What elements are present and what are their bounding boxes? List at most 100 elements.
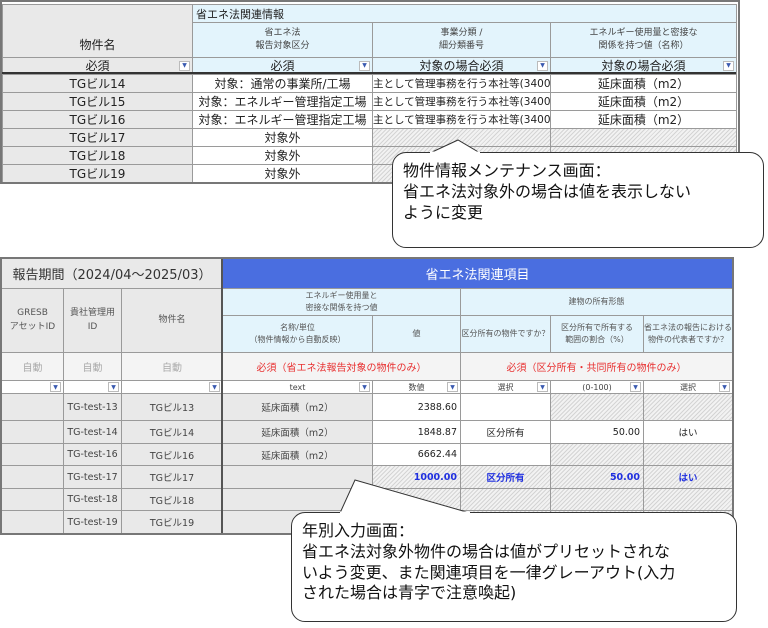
ownership-select[interactable] <box>460 393 551 421</box>
header-c3-text: 区分所有の物件ですか？ <box>461 329 550 338</box>
property-name: TGビル19 <box>121 510 223 534</box>
filter-c2[interactable]: 対象の場合必須 ▼ <box>372 57 551 74</box>
representative-select[interactable]: はい <box>643 420 733 444</box>
header-mgmt-id-text: 貴社管理用 ID <box>69 308 115 332</box>
mgmt-id-text: TG-test-16 <box>67 449 118 460</box>
report-category[interactable]: 対象：通常の事業所/工場 <box>192 74 373 93</box>
ownership-select[interactable] <box>460 443 551 466</box>
filter-dropdown-icon[interactable]: ▼ <box>537 382 548 392</box>
energy-value-input[interactable]: 1848.87 <box>372 420 461 444</box>
gresb-id <box>1 393 64 421</box>
energy-value-input-text: 1000.00 <box>413 471 457 483</box>
ownership-ratio-input[interactable] <box>550 443 644 466</box>
gresb-id <box>1 443 64 466</box>
report-category[interactable]: 対象：エネルギー管理指定工場 <box>192 92 373 111</box>
filter-cell[interactable]: text ▼ <box>222 380 373 394</box>
header-c2: 事業分類 / 細分類番号 <box>372 22 551 58</box>
filter-dropdown-icon[interactable]: ▼ <box>359 60 370 71</box>
mgmt-id: TG-test-17 <box>63 465 122 489</box>
report-category[interactable]: 対象外 <box>192 146 373 165</box>
filter-c1[interactable]: 必須 ▼ <box>192 57 373 74</box>
filter-cell[interactable]: ▼ <box>1 380 64 394</box>
mgmt-id: TG-test-13 <box>63 393 122 421</box>
filter-name-text: 必須 <box>85 59 110 73</box>
filter-dropdown-icon[interactable]: ▼ <box>209 382 220 392</box>
property-name-text: TGビル17 <box>69 131 126 145</box>
filter-cell-text: 数値 <box>408 382 425 392</box>
filter-cell[interactable]: (0-100) ▼ <box>550 380 644 394</box>
energy-value-input[interactable] <box>372 488 461 511</box>
ownership-ratio-input[interactable]: 50.00 <box>550 420 644 444</box>
property-name-text: TGビル13 <box>149 403 195 414</box>
energy-name-unit-text: 延床面積（m2） <box>261 450 334 462</box>
filter-cell-text: (0-100) <box>582 382 612 392</box>
representative-select[interactable] <box>643 393 733 421</box>
business-class <box>372 128 551 147</box>
filter-cell[interactable]: 数値 ▼ <box>372 380 461 394</box>
property-name: TGビル18 <box>121 488 223 511</box>
representative-select[interactable]: はい <box>643 465 733 489</box>
representative-select[interactable] <box>643 488 733 511</box>
filter-cell[interactable]: ▼ <box>121 380 223 394</box>
property-name: TGビル17 <box>121 465 223 489</box>
filter-cell-text: 選択 <box>680 382 696 392</box>
filter-dropdown-icon[interactable]: ▼ <box>719 382 730 392</box>
filter-dropdown-icon[interactable]: ▼ <box>447 382 458 392</box>
filter-c3[interactable]: 対象の場合必須 ▼ <box>550 57 737 74</box>
filter-dropdown-icon[interactable]: ▼ <box>50 382 61 392</box>
representative-select[interactable] <box>643 443 733 466</box>
filter-cell[interactable]: 選択 ▼ <box>460 380 551 394</box>
filter-dropdown-icon[interactable]: ▼ <box>359 382 370 392</box>
mgmt-id: TG-test-19 <box>63 510 122 534</box>
report-category-text: 対象：通常の事業所/工場 <box>214 77 351 91</box>
filter-dropdown-icon[interactable]: ▼ <box>108 382 119 392</box>
ownership-ratio-input[interactable] <box>550 393 644 421</box>
energy-name-unit <box>222 465 373 489</box>
energy-value-input[interactable]: 1000.00 <box>372 465 461 489</box>
property-name-text: TGビル16 <box>149 450 195 462</box>
report-category[interactable]: 対象外 <box>192 164 373 183</box>
business-class[interactable]: 主として管理事務を行う本社等(3400) <box>372 92 551 111</box>
filter-c1-text: 必須 <box>270 59 295 73</box>
header-c2-text: 事業分類 / 細分類番号 <box>438 27 484 52</box>
ownership-ratio-input[interactable] <box>550 488 644 511</box>
required-note-ownership: 必須（区分所有・共同所有の物件のみ） <box>460 352 733 381</box>
energy-name-unit <box>222 488 373 511</box>
ownership-select[interactable]: 区分所有 <box>460 465 551 489</box>
energy-value-name[interactable]: 延床面積（m2） <box>550 92 737 111</box>
header-c5: 省エネ法の報告における 物件の代表者ですか？ <box>643 315 733 353</box>
filter-cell[interactable]: ▼ <box>63 380 122 394</box>
filter-cell[interactable]: 選択 ▼ <box>643 380 733 394</box>
report-category[interactable]: 対象：エネルギー管理指定工場 <box>192 110 373 129</box>
energy-value-name[interactable]: 延床面積（m2） <box>550 74 737 93</box>
energy-value-name[interactable]: 延床面積（m2） <box>550 110 737 129</box>
filter-dropdown-icon[interactable]: ▼ <box>630 382 641 392</box>
ownership-select-text: 区分所有 <box>486 473 525 484</box>
header-c4: 区分所有で所有する 範囲の割合（%） <box>550 315 644 353</box>
header-c5-text: 省エネ法の報告における 物件の代表者ですか？ <box>644 323 732 344</box>
property-name: TGビル14 <box>2 74 193 93</box>
property-name: TGビル19 <box>2 164 193 183</box>
report-category-text: 対象外 <box>264 167 301 181</box>
property-name-text: TGビル16 <box>69 113 126 127</box>
report-category-text: 対象：エネルギー管理指定工場 <box>198 95 367 109</box>
business-class[interactable]: 主として管理事務を行う本社等(3400) <box>372 110 551 129</box>
energy-value-input[interactable]: 2388.60 <box>372 393 461 421</box>
energy-value-input[interactable]: 6662.44 <box>372 443 461 466</box>
header-c1: 名称/単位 （物件情報から自動反映） <box>222 315 373 353</box>
filter-dropdown-icon[interactable]: ▼ <box>723 60 734 71</box>
filter-dropdown-icon[interactable]: ▼ <box>179 60 190 71</box>
ownership-select-text: 区分所有 <box>486 428 525 439</box>
business-class[interactable]: 主として管理事務を行う本社等(3400) <box>372 74 551 93</box>
ownership-ratio-input[interactable]: 50.00 <box>550 465 644 489</box>
ownership-select[interactable] <box>460 488 551 511</box>
auto-label: 自動 <box>1 352 64 381</box>
filter-dropdown-icon[interactable]: ▼ <box>537 60 548 71</box>
report-category-text: 対象外 <box>264 131 301 145</box>
callout-property-maintenance: 物件情報メンテナンス画面： 省エネ法対象外の場合は値を表示しない ように変更 <box>392 152 764 248</box>
filter-c2-text: 対象の場合必須 <box>419 59 504 73</box>
report-category[interactable]: 対象外 <box>192 128 373 147</box>
energy-name-unit: 延床面積（m2） <box>222 393 373 421</box>
ownership-select[interactable]: 区分所有 <box>460 420 551 444</box>
representative-select-text: はい <box>678 473 698 484</box>
